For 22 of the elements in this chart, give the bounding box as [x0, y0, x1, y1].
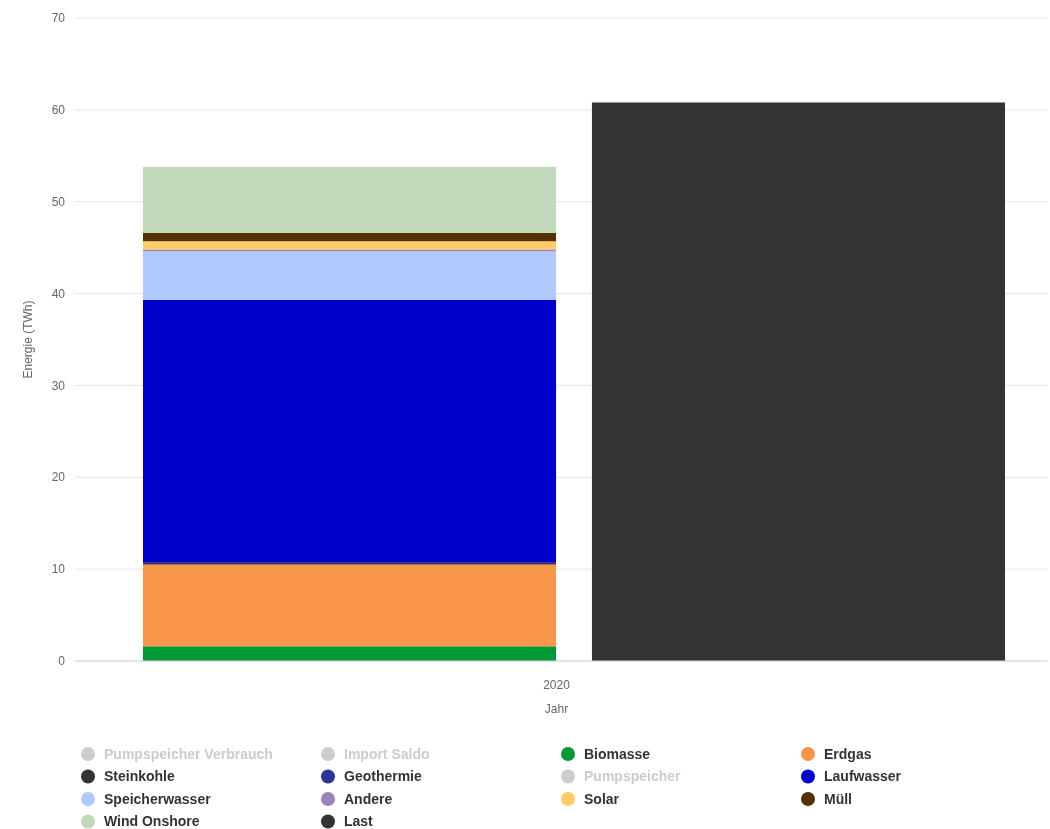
y-tick-label: 60 [51, 103, 66, 118]
x-axis-title: Jahr [544, 702, 569, 716]
y-tick-label: 0 [58, 654, 66, 669]
legend-label: Solar [584, 790, 620, 807]
legend-label: Laufwasser [824, 768, 902, 785]
y-tick-label: 20 [51, 470, 66, 485]
y-tick-label: 30 [51, 378, 66, 393]
y-axis-title: Energie (TWh) [21, 300, 35, 379]
legend-label: Andere [344, 790, 393, 807]
y-tick-label: 70 [51, 11, 66, 26]
legend-label: Wind Onshore [104, 813, 200, 829]
y-tick-label: 50 [51, 194, 66, 209]
y-tick-label: 40 [51, 286, 66, 301]
legend-label: Müll [824, 790, 852, 807]
y-tick-label: 10 [51, 562, 66, 577]
text: 2020 [543, 678, 571, 692]
legend-label: Speicherwasser [104, 790, 212, 807]
legend-label: Erdgas [824, 745, 872, 762]
legend-label: Biomasse [584, 745, 651, 762]
legend-label: Steinkohle [104, 768, 176, 785]
legend-label: Last [344, 813, 374, 829]
legend-label: Geothermie [344, 768, 423, 785]
